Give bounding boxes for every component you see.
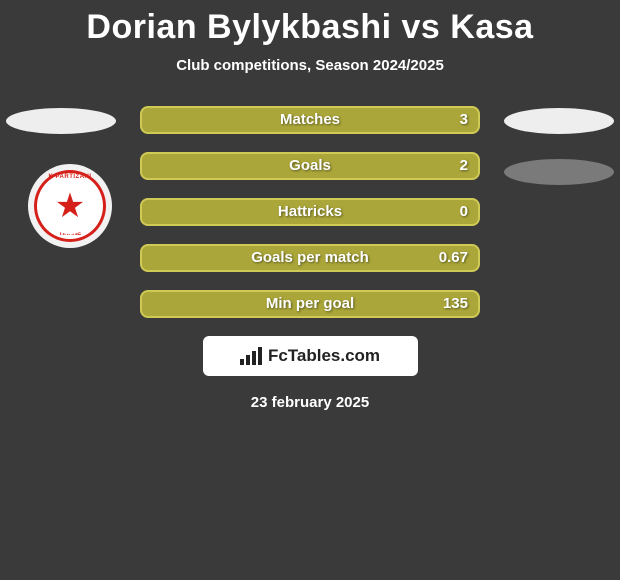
stat-value: 135: [443, 292, 468, 316]
stat-label: Goals: [142, 154, 478, 178]
date-text: 23 february 2025: [0, 394, 620, 411]
stat-row-hattricks: Hattricks 0: [140, 198, 480, 226]
stat-value: 3: [460, 108, 468, 132]
player-right-placeholder-2: [504, 159, 614, 185]
subtitle: Club competitions, Season 2024/2025: [0, 47, 620, 74]
stat-rows: Matches 3 Goals 2 Hattricks 0 Goals per …: [140, 106, 480, 318]
stat-value: 0.67: [439, 246, 468, 270]
footer-brand-text: FcTables.com: [268, 346, 380, 366]
stat-row-goals-per-match: Goals per match 0.67: [140, 244, 480, 272]
player-right-placeholder-1: [504, 108, 614, 134]
stat-row-matches: Matches 3: [140, 106, 480, 134]
stat-value: 0: [460, 200, 468, 224]
club-badge: K PARTIZANI TIRANE ★: [28, 164, 112, 248]
stat-label: Min per goal: [142, 292, 478, 316]
stats-area: K PARTIZANI TIRANE ★ Matches 3 Goals 2 H…: [0, 106, 620, 318]
badge-inner: ★: [42, 178, 98, 234]
footer-brand-box: FcTables.com: [203, 336, 418, 376]
star-icon: ★: [55, 189, 85, 223]
stat-label: Matches: [142, 108, 478, 132]
stat-label: Goals per match: [142, 246, 478, 270]
footer-brand: FcTables.com: [240, 346, 380, 366]
stat-label: Hattricks: [142, 200, 478, 224]
stat-value: 2: [460, 154, 468, 178]
bars-icon: [240, 347, 262, 365]
stat-row-min-per-goal: Min per goal 135: [140, 290, 480, 318]
infographic-container: Dorian Bylykbashi vs Kasa Club competiti…: [0, 0, 620, 580]
stat-row-goals: Goals 2: [140, 152, 480, 180]
page-title: Dorian Bylykbashi vs Kasa: [0, 0, 620, 47]
player-left-placeholder: [6, 108, 116, 134]
